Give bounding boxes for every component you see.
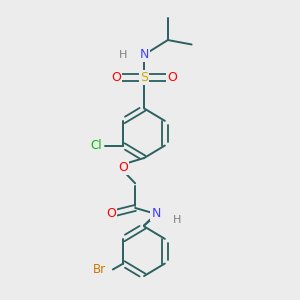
Text: N: N [151,207,160,220]
Text: O: O [118,161,128,174]
Text: Cl: Cl [91,139,102,152]
Text: S: S [140,71,148,84]
Text: O: O [167,71,177,84]
Text: H: H [172,215,181,225]
Text: H: H [119,50,128,60]
Text: N: N [140,48,149,62]
Text: O: O [106,207,116,220]
Text: Br: Br [93,263,106,276]
Text: O: O [112,71,122,84]
